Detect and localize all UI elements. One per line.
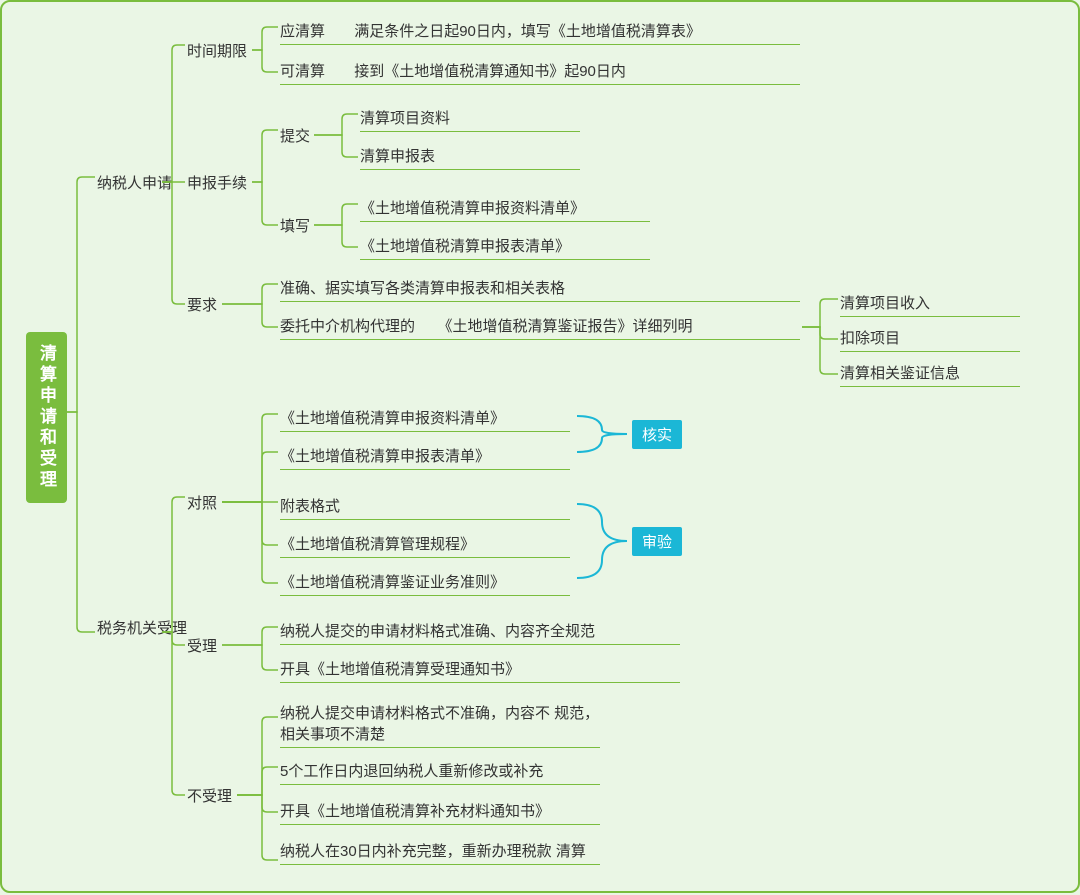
- leaf-appraisal-rules: 《土地增值税清算鉴证业务准则》: [280, 571, 570, 596]
- root-node: 清算申请和受理: [26, 332, 67, 503]
- leaf-accept-notice: 开具《土地增值税清算受理通知书》: [280, 658, 680, 683]
- leaf-forms-list: 《土地增值税清算申报表清单》: [360, 235, 650, 260]
- leaf-should-liquidate: 应清算 满足条件之日起90日内，填写《土地增值税清算表》: [280, 20, 800, 45]
- node-accept: 受理: [187, 635, 217, 656]
- badge-verify: 核实: [632, 420, 682, 449]
- text: 接到《土地增值税清算通知书》起90日内: [354, 63, 626, 80]
- leaf-verify-info: 清算相关鉴证信息: [840, 362, 1020, 387]
- leaf-accurate-fill: 准确、据实填写各类清算申报表和相关表格: [280, 277, 800, 302]
- node-taxpayer-apply: 纳税人申请: [97, 172, 172, 193]
- leaf-compare-list2: 《土地增值税清算申报表清单》: [280, 445, 570, 470]
- leaf-declare-form: 清算申报表: [360, 145, 580, 170]
- leaf-reject-wrong: 纳税人提交申请材料格式不准确，内容不 规范，相关事项不清楚: [280, 702, 600, 748]
- leaf-project-materials: 清算项目资料: [360, 107, 580, 132]
- leaf-reject-5days: 5个工作日内退回纳税人重新修改或补充: [280, 760, 600, 785]
- node-tax-authority-accept: 税务机关受理: [97, 617, 187, 638]
- leaf-can-liquidate: 可清算 接到《土地增值税清算通知书》起90日内: [280, 60, 800, 85]
- leaf-attachment-format: 附表格式: [280, 495, 570, 520]
- leaf-accept-correct: 纳税人提交的申请材料格式准确、内容齐全规范: [280, 620, 680, 645]
- prefix: 可清算: [280, 63, 325, 80]
- node-compare: 对照: [187, 492, 217, 513]
- text: 满足条件之日起90日内，填写《土地增值税清算表》: [354, 23, 701, 40]
- node-submit: 提交: [280, 125, 310, 146]
- leaf-compare-list1: 《土地增值税清算申报资料清单》: [280, 407, 570, 432]
- prefix: 应清算: [280, 23, 325, 40]
- leaf-reject-30days: 纳税人在30日内补充完整，重新办理税款 清算: [280, 840, 600, 865]
- leaf-reject-supplement-notice: 开具《土地增值税清算补充材料通知书》: [280, 800, 600, 825]
- node-time-limit: 时间期限: [187, 40, 247, 61]
- badge-inspect: 审验: [632, 527, 682, 556]
- leaf-agency-report: 委托中介机构代理的 《土地增值税清算鉴证报告》详细列明: [280, 315, 800, 340]
- node-fill: 填写: [280, 215, 310, 236]
- leaf-materials-list: 《土地增值税清算申报资料清单》: [360, 197, 650, 222]
- node-declare-procedure: 申报手续: [187, 172, 247, 193]
- node-requirement: 要求: [187, 294, 217, 315]
- leaf-deduct-items: 扣除项目: [840, 327, 1020, 352]
- leaf-mgmt-rules: 《土地增值税清算管理规程》: [280, 533, 570, 558]
- leaf-project-income: 清算项目收入: [840, 292, 1020, 317]
- node-reject: 不受理: [187, 785, 232, 806]
